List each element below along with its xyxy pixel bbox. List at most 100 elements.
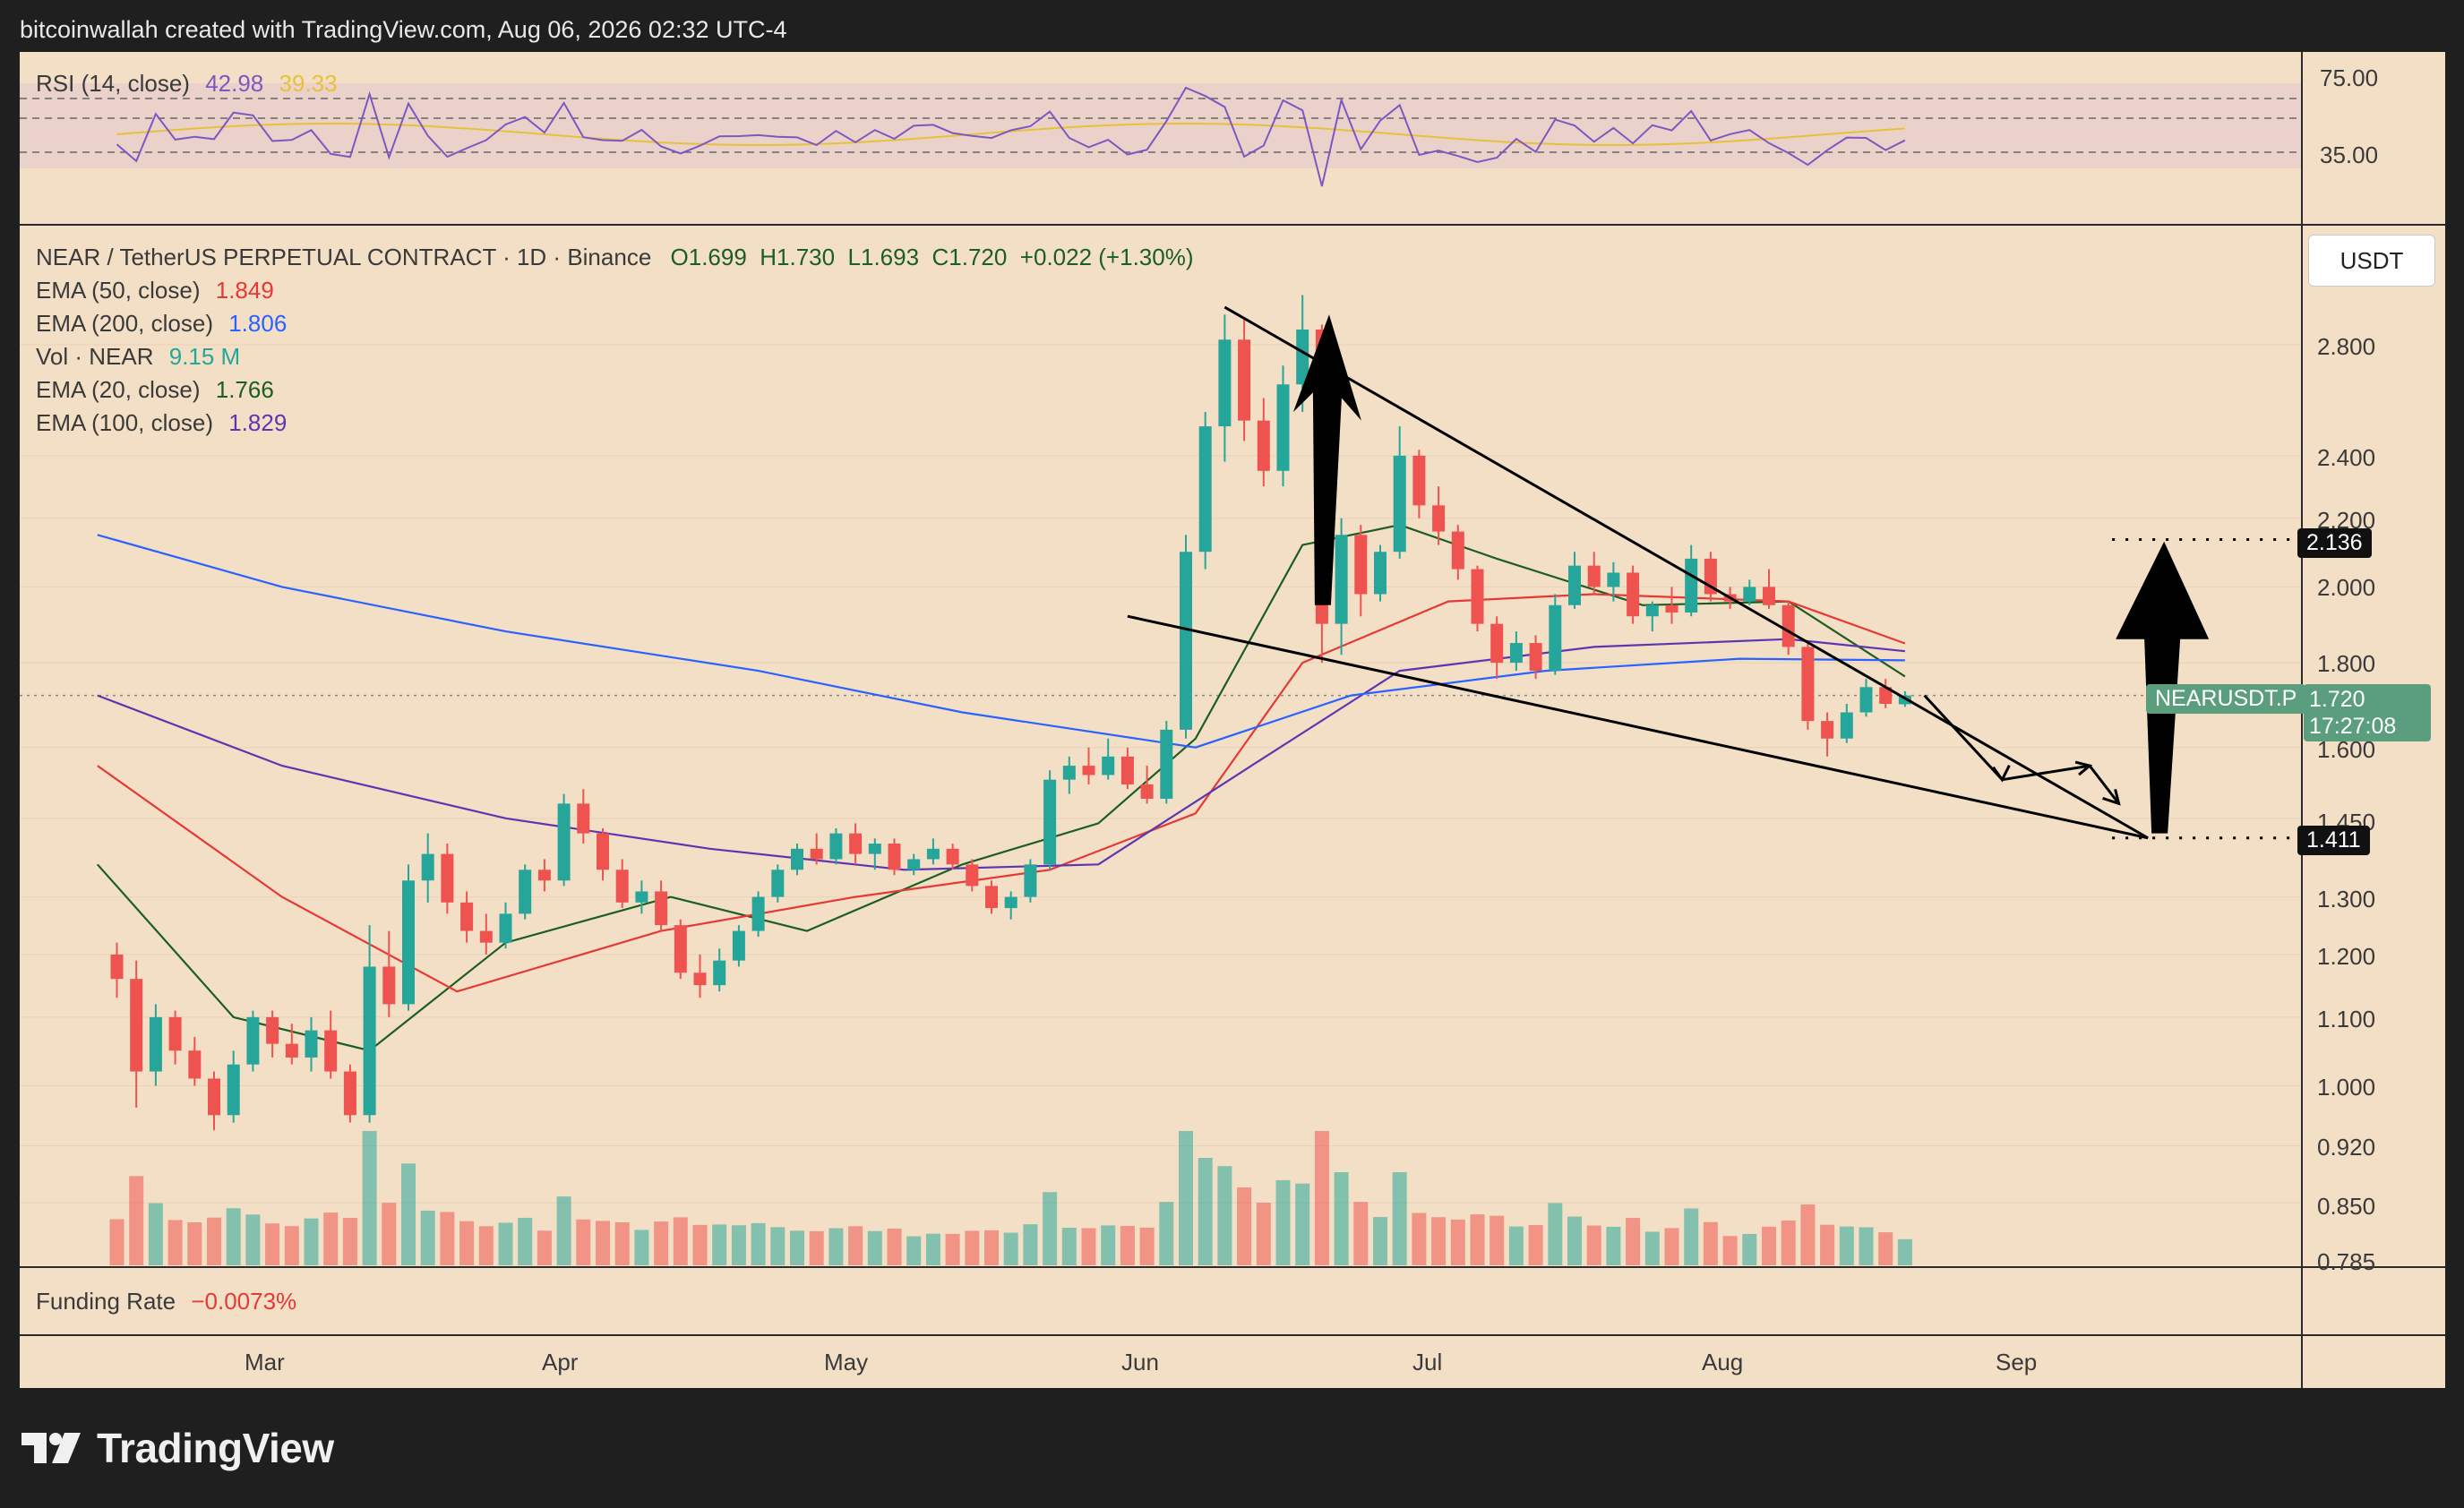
price-tick: 1.200: [2317, 943, 2376, 970]
indicator-ema100[interactable]: EMA (100, close) 1.829: [36, 409, 287, 437]
volume-bar: [1139, 1227, 1155, 1265]
up-arrow-june: [1292, 314, 1361, 605]
indicator-ema20[interactable]: EMA (20, close) 1.766: [36, 376, 274, 404]
volume-bar: [887, 1229, 902, 1265]
candle-body: [635, 891, 648, 903]
volume-bar: [712, 1224, 727, 1265]
candle-body: [1549, 604, 1562, 672]
volume-bar: [634, 1230, 649, 1265]
volume-bar: [1275, 1179, 1291, 1265]
indicator-volume[interactable]: Vol · NEAR 9.15 M: [36, 343, 240, 371]
indicator-name: EMA (200, close): [36, 310, 213, 337]
last-price: 1.720: [2309, 687, 2365, 712]
price-tick: 2.800: [2317, 333, 2376, 360]
volume-bar: [1586, 1225, 1601, 1265]
candle-body: [324, 1030, 338, 1072]
candle-body: [1276, 384, 1290, 471]
trendline-lower: [1127, 614, 2149, 840]
tradingview-logo[interactable]: TradingView: [20, 1424, 334, 1472]
volume-bars: [109, 1131, 1912, 1265]
volume-bar: [342, 1218, 357, 1265]
candle-body: [732, 930, 745, 961]
indicator-ema50[interactable]: EMA (50, close) 1.849: [36, 277, 274, 304]
candle-body: [1024, 864, 1037, 897]
volume-bar: [790, 1230, 804, 1265]
countdown: 17:27:08: [2309, 714, 2397, 739]
volume-bar: [692, 1224, 708, 1265]
rsi-legend[interactable]: RSI (14, close) 42.98 39.33: [36, 70, 338, 98]
ema-line: [97, 534, 1905, 749]
volume-bar: [1897, 1238, 1912, 1265]
chart-canvas[interactable]: [20, 52, 2445, 1388]
candle-body: [285, 1043, 298, 1058]
volume-bar: [1490, 1215, 1505, 1265]
candle-body: [1607, 572, 1620, 587]
volume-bar: [984, 1230, 999, 1265]
rsi-divider: [20, 224, 2445, 226]
candle-body: [343, 1071, 356, 1116]
indicator-name: Vol · NEAR: [36, 343, 154, 370]
volume-bar: [304, 1218, 319, 1265]
candle-body: [188, 1050, 202, 1079]
volume-bar: [925, 1233, 940, 1265]
candle-body: [615, 870, 629, 903]
indicator-ema200[interactable]: EMA (200, close) 1.806: [36, 310, 287, 338]
candle-body: [1432, 505, 1446, 532]
volume-bar: [751, 1222, 766, 1265]
funding-legend[interactable]: Funding Rate −0.0073%: [36, 1288, 296, 1315]
candle-body: [1471, 569, 1484, 624]
candle-body: [1120, 756, 1134, 784]
candle-body: [557, 803, 571, 881]
candle-body: [1568, 565, 1581, 605]
candle-body: [1412, 455, 1426, 506]
candle-body: [1821, 721, 1834, 739]
volume-bar: [109, 1219, 124, 1265]
volume-bar: [945, 1233, 960, 1265]
indicator-value: 1.806: [228, 310, 288, 337]
candle-body: [1354, 535, 1368, 595]
candle-body: [479, 930, 493, 943]
candle-body: [1801, 647, 1815, 722]
currency-selector[interactable]: USDT: [2308, 235, 2435, 287]
ema-line: [97, 638, 1906, 871]
symbol-legend[interactable]: NEAR / TetherUS PERPETUAL CONTRACT · 1D …: [36, 244, 1194, 271]
volume-bar: [1237, 1187, 1252, 1265]
candle-body: [966, 864, 979, 887]
volume-bar: [1061, 1228, 1077, 1265]
indicator-value: 1.829: [228, 409, 288, 436]
indicator-name: EMA (100, close): [36, 409, 213, 436]
volume-bar: [440, 1212, 455, 1265]
last-price-tag: 1.720 17:27:08: [2304, 684, 2431, 741]
candle-body: [829, 833, 843, 860]
volume-bar: [420, 1210, 435, 1265]
candle-body: [1781, 604, 1795, 647]
volume-bar: [1800, 1204, 1816, 1265]
candle-body: [363, 966, 376, 1116]
candle-body: [208, 1078, 220, 1116]
volume-bar: [1431, 1217, 1447, 1265]
volume-bar: [1470, 1214, 1485, 1265]
candle-body: [1043, 779, 1057, 865]
rsi-lines: [116, 86, 1906, 187]
candle-body: [130, 979, 143, 1072]
volume-bar: [478, 1226, 494, 1265]
volume-bar: [828, 1228, 844, 1265]
candle-body: [1160, 729, 1173, 799]
candle-body: [460, 902, 474, 931]
volume-bar: [1003, 1232, 1018, 1265]
candle-body: [577, 803, 590, 834]
volume-bar: [245, 1214, 261, 1265]
volume-bar: [1353, 1202, 1369, 1265]
grid: [20, 98, 2301, 1204]
candle-body: [1102, 756, 1115, 775]
target-low-label: 1.411: [2297, 826, 2370, 855]
zigzag-arrowhead: [2074, 760, 2093, 776]
zigzag-arrowhead: [1992, 765, 2011, 783]
volume-bar: [1567, 1216, 1582, 1265]
volume-bar: [965, 1230, 980, 1265]
volume-bar: [382, 1203, 397, 1265]
candle-body: [751, 896, 765, 931]
tradingview-wordmark: TradingView: [97, 1425, 334, 1471]
price-tick: 0.785: [2317, 1248, 2376, 1275]
volume-bar: [1548, 1203, 1563, 1265]
